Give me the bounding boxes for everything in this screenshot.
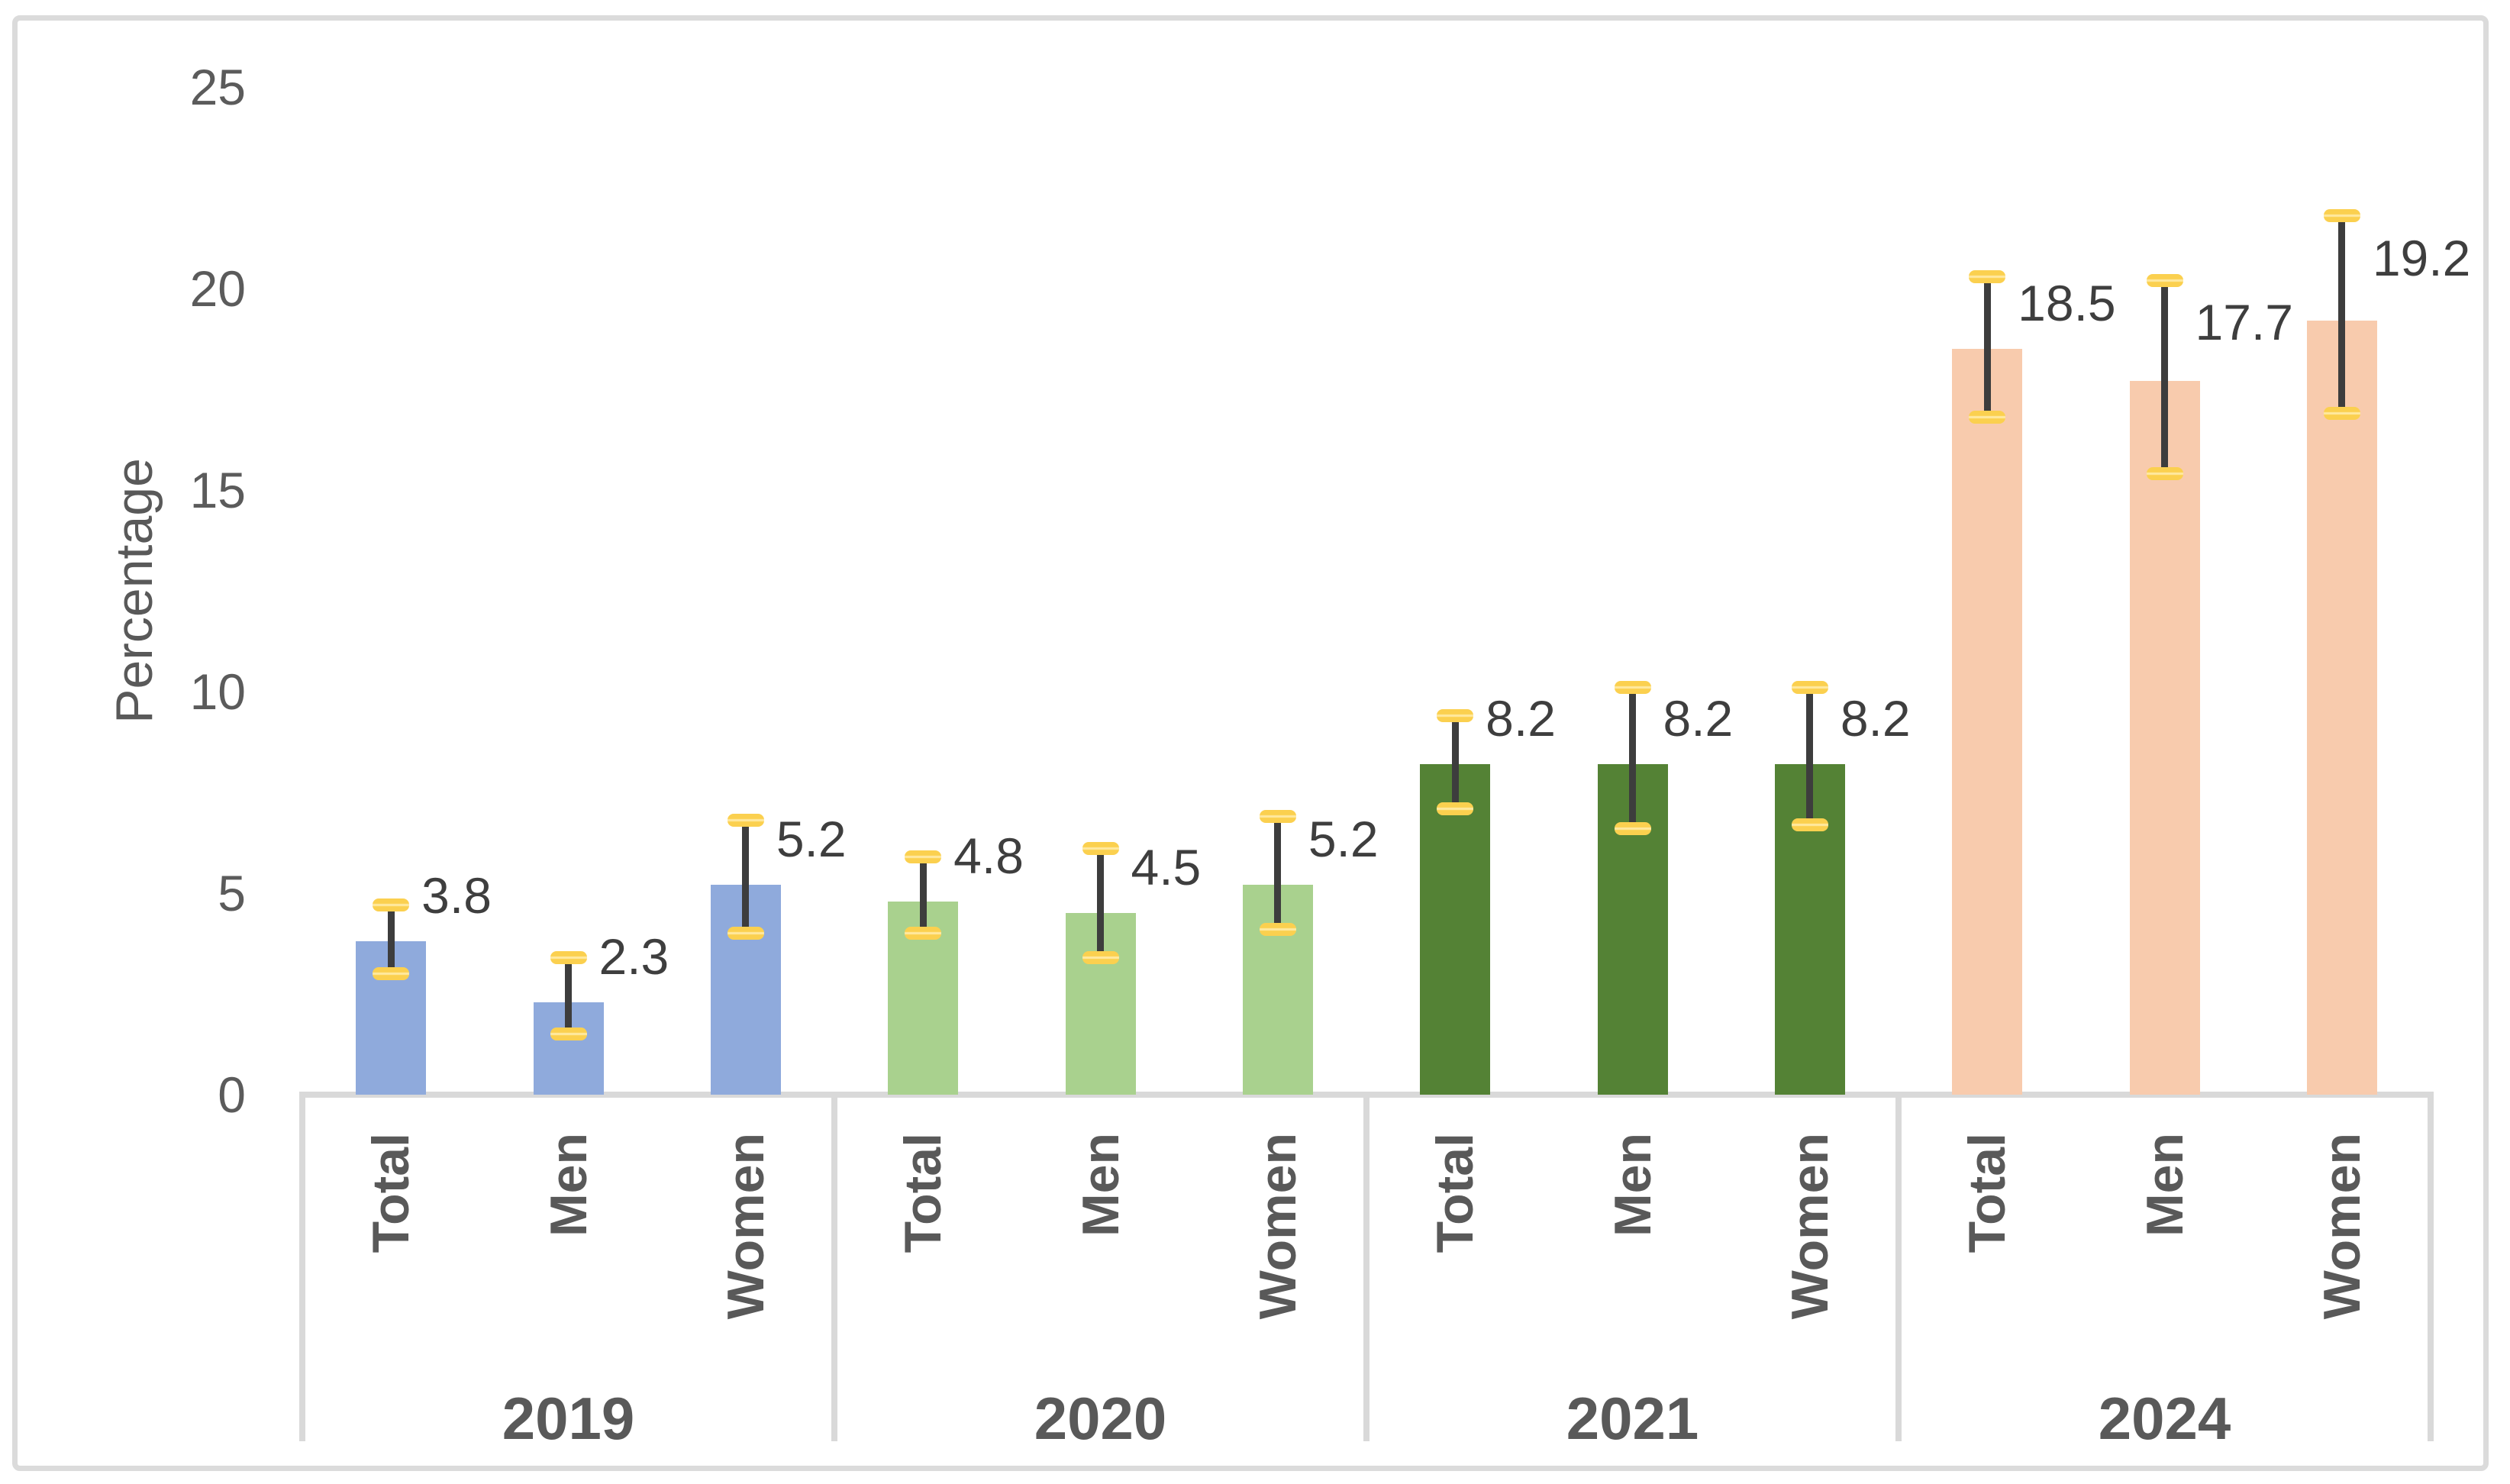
error-bar-line xyxy=(565,957,572,1034)
error-bar-line xyxy=(742,820,750,934)
data-label: 5.2 xyxy=(1308,811,1379,868)
error-bar-cap-bottom xyxy=(1969,411,2006,424)
data-label: 2.3 xyxy=(598,928,669,985)
error-bar-cap-bottom xyxy=(905,927,942,940)
bar-2024-women xyxy=(2306,321,2377,1095)
y-tick-label: 5 xyxy=(218,865,246,921)
error-bar-cap-top xyxy=(2146,273,2183,287)
group-divider xyxy=(299,1092,305,1441)
figure-border xyxy=(12,15,2489,1471)
error-bar-cap-top xyxy=(1791,681,1828,695)
data-label: 8.2 xyxy=(1486,690,1556,747)
error-bar-cap-top xyxy=(1437,709,1474,723)
year-label: 2021 xyxy=(1566,1385,1699,1452)
data-label: 3.8 xyxy=(421,867,492,924)
error-bar-line xyxy=(1097,848,1104,958)
group-divider xyxy=(1363,1092,1370,1441)
bar-2024-men xyxy=(2129,381,2200,1095)
error-bar-cap-bottom xyxy=(2146,467,2183,481)
error-bar-cap-bottom xyxy=(550,1028,587,1041)
data-label: 8.2 xyxy=(1663,690,1734,747)
year-label: 2020 xyxy=(1034,1385,1167,1452)
y-tick-label: 15 xyxy=(189,462,246,518)
error-bar-cap-bottom xyxy=(373,967,410,981)
error-bar-cap-bottom xyxy=(1082,950,1119,964)
error-bar-cap-bottom xyxy=(1437,802,1474,815)
data-label: 4.5 xyxy=(1131,839,1202,896)
year-label: 2019 xyxy=(502,1385,635,1452)
error-bar-cap-top xyxy=(1614,681,1651,695)
error-bar-cap-bottom xyxy=(727,927,764,940)
y-tick-label: 25 xyxy=(189,59,246,115)
year-label: 2024 xyxy=(2098,1385,2231,1452)
group-divider xyxy=(1895,1092,1902,1441)
y-tick-label: 0 xyxy=(218,1066,246,1123)
error-bar-line xyxy=(1983,276,1991,418)
error-bar-cap-top xyxy=(1082,842,1119,856)
error-bar-line xyxy=(1451,715,1459,809)
data-label: 5.2 xyxy=(776,811,847,868)
error-bar-cap-top xyxy=(1259,810,1296,824)
error-bar-cap-top xyxy=(2323,209,2360,223)
error-bar-cap-top xyxy=(550,950,587,964)
error-bar-cap-top xyxy=(905,850,942,863)
bar-2021-total xyxy=(1420,764,1491,1095)
y-axis-title: Percentage xyxy=(105,458,163,724)
data-label: 19.2 xyxy=(2372,229,2471,286)
error-bar-cap-bottom xyxy=(2323,407,2360,421)
error-bar-cap-bottom xyxy=(1614,822,1651,836)
y-tick-label: 20 xyxy=(189,260,246,317)
error-bar-line xyxy=(1274,816,1282,930)
error-bar-cap-top xyxy=(1969,269,2006,283)
data-label: 8.2 xyxy=(1840,690,1911,747)
error-bar-cap-bottom xyxy=(1791,818,1828,831)
data-label: 4.8 xyxy=(953,827,1024,884)
group-divider xyxy=(831,1092,837,1441)
data-label: 18.5 xyxy=(2018,275,2116,332)
group-divider xyxy=(2428,1092,2434,1441)
error-bar-line xyxy=(2338,215,2346,414)
error-bar-line xyxy=(387,905,395,974)
error-bar-line xyxy=(1806,687,1814,825)
error-bar-line xyxy=(2161,280,2168,474)
error-bar-line xyxy=(1629,687,1636,829)
error-bar-cap-bottom xyxy=(1259,923,1296,937)
y-tick-label: 10 xyxy=(189,663,246,720)
error-bar-cap-top xyxy=(373,898,410,912)
error-bar-cap-top xyxy=(727,814,764,827)
bar-2024-total xyxy=(1952,349,2023,1095)
data-label: 17.7 xyxy=(2195,294,2293,351)
error-bar-line xyxy=(919,857,927,934)
